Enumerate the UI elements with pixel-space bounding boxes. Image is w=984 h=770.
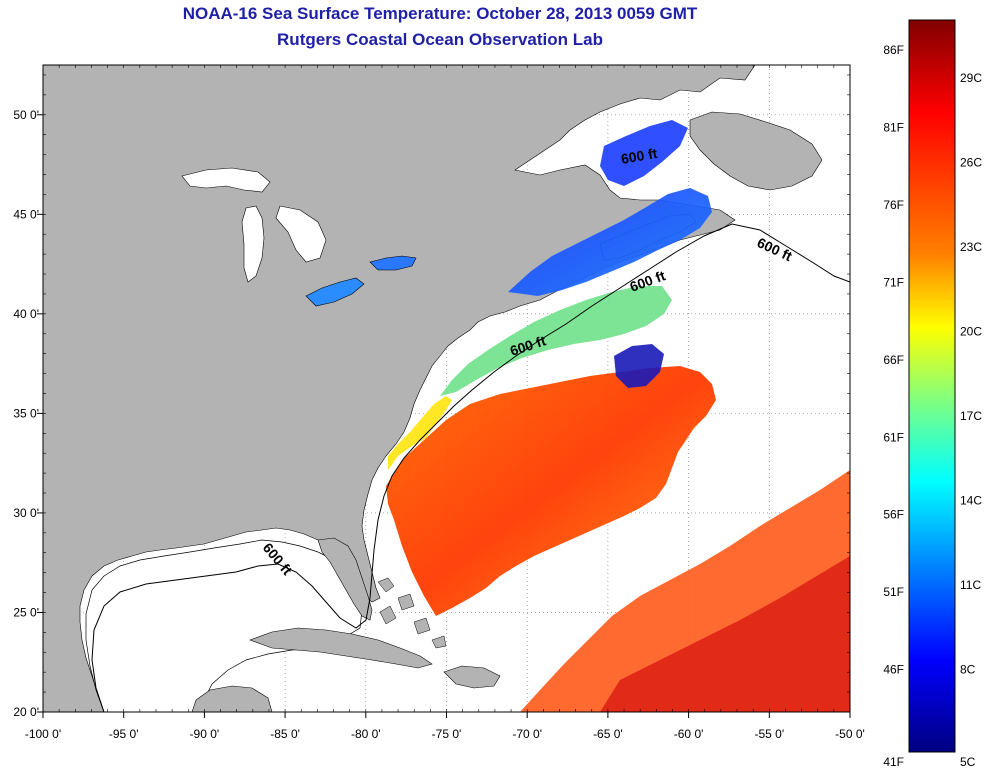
lon-tick-label: -55 0' bbox=[754, 727, 784, 741]
lon-tick-label: -95 0' bbox=[109, 727, 139, 741]
land-hispaniola bbox=[443, 665, 501, 689]
bahamas-islands bbox=[377, 577, 447, 649]
colorbar-celsius-label: 5C bbox=[960, 755, 976, 769]
sst-coastal-yellow bbox=[388, 396, 452, 470]
lake-erie bbox=[305, 277, 365, 307]
map-subtitle: Rutgers Coastal Ocean Observation Lab bbox=[277, 30, 603, 49]
land-florida bbox=[317, 537, 373, 621]
lat-tick-label: 45 0' bbox=[13, 207, 39, 221]
colorbar-celsius-label: 20C bbox=[960, 325, 982, 339]
lon-tick-label: -50 0' bbox=[835, 727, 865, 741]
colorbar-celsius-label: 17C bbox=[960, 409, 982, 423]
lat-tick-label: 30 0' bbox=[13, 506, 39, 520]
map-title: NOAA-16 Sea Surface Temperature: October… bbox=[182, 4, 698, 23]
lon-tick-label: -85 0' bbox=[270, 727, 300, 741]
depth-contour-600ft bbox=[91, 223, 850, 712]
contour-label: 600 ft bbox=[620, 145, 659, 167]
colorbar-fahrenheit-label: 76F bbox=[883, 198, 904, 212]
lat-tick-label: 50 0' bbox=[13, 108, 39, 122]
sst-gulf-st-lawrence bbox=[600, 120, 688, 186]
sst-swath-mid bbox=[440, 286, 672, 396]
lon-tick-label: -100 0' bbox=[25, 727, 61, 741]
colorbar-celsius-label: 26C bbox=[960, 156, 982, 170]
land-newfoundland bbox=[689, 111, 823, 191]
lon-tick-label: -70 0' bbox=[512, 727, 542, 741]
colorbar-fahrenheit-labels: 86F 81F 76F 71F 66F 61F 56F 51F 46F 41F bbox=[883, 43, 904, 769]
land-north-america bbox=[43, 65, 756, 712]
colorbar-fahrenheit-label: 71F bbox=[883, 275, 904, 289]
sst-swath-cold bbox=[508, 188, 712, 296]
lat-tick-label: 40 0' bbox=[13, 307, 39, 321]
colorbar-fahrenheit-label: 51F bbox=[883, 585, 904, 599]
colorbar-fahrenheit-label: 56F bbox=[883, 508, 904, 522]
colorbar-fahrenheit-label: 66F bbox=[883, 353, 904, 367]
lake-michigan bbox=[241, 205, 265, 283]
colorbar-celsius-label: 23C bbox=[960, 240, 982, 254]
colorbar-celsius-label: 8C bbox=[960, 663, 976, 677]
latitude-axis: 20 0' 25 0' 30 0' 35 0' 40 0' 45 0' 50 0' bbox=[13, 108, 39, 719]
lat-tick-label: 20 0' bbox=[13, 705, 39, 719]
lat-tick-label: 35 0' bbox=[13, 406, 39, 420]
colorbar-celsius-label: 29C bbox=[960, 71, 982, 85]
colorbar-fahrenheit-label: 86F bbox=[883, 43, 904, 57]
colorbar-celsius-label: 14C bbox=[960, 494, 982, 508]
colorbar-fahrenheit-label: 46F bbox=[883, 663, 904, 677]
colorbar-celsius-label: 11C bbox=[960, 578, 981, 592]
sst-cold-eddy bbox=[614, 344, 664, 388]
sst-swath-southeast-hot bbox=[600, 556, 850, 712]
lake-ontario bbox=[369, 255, 417, 271]
land-yucatan bbox=[191, 685, 273, 712]
lake-huron bbox=[275, 205, 327, 263]
colorbar-fahrenheit-label: 61F bbox=[883, 430, 904, 444]
lat-tick-label: 25 0' bbox=[13, 605, 39, 619]
lon-tick-label: -65 0' bbox=[593, 727, 623, 741]
lake-superior bbox=[181, 167, 271, 193]
map-frame-ticks bbox=[37, 65, 851, 718]
longitude-axis: -100 0' -95 0' -90 0' -85 0' -80 0' -75 0' -70… bbox=[25, 727, 865, 741]
lon-tick-label: -60 0' bbox=[674, 727, 704, 741]
colorbar-fahrenheit-label: 81F bbox=[883, 120, 904, 134]
colorbar-gradient bbox=[908, 19, 956, 753]
colorbar-fahrenheit-label: 41F bbox=[883, 755, 904, 769]
sst-swath-warm bbox=[386, 366, 716, 616]
colorbar-celsius-labels: 29C 26C 23C 20C 17C 14C 11C 8C 5C bbox=[960, 71, 982, 769]
lon-tick-label: -90 0' bbox=[190, 727, 220, 741]
lon-tick-label: -80 0' bbox=[351, 727, 381, 741]
land-cuba bbox=[249, 627, 433, 669]
lon-tick-label: -75 0' bbox=[432, 727, 462, 741]
